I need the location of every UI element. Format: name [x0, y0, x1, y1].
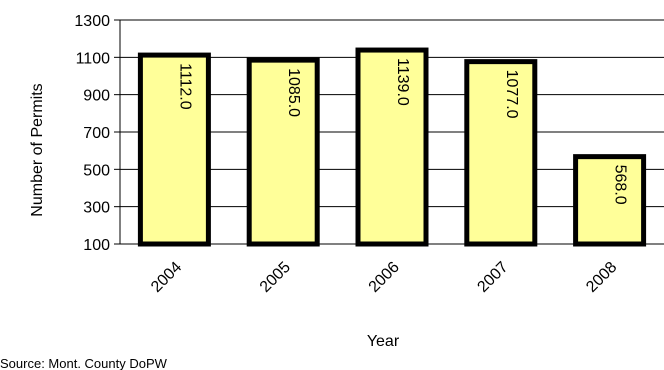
- x-tick-label-2008: 2008: [583, 259, 620, 296]
- data-label-2004: 1112.0: [176, 63, 193, 110]
- y-tick-label: 1300: [74, 13, 110, 30]
- data-label-2006: 1139.0: [394, 58, 411, 106]
- y-tick-label: 900: [83, 88, 110, 105]
- permits-bar-chart: 100 300 500 700 900 1100 1300 2004 2005 2006 2007 2…: [29, 13, 664, 350]
- data-label-2008: 568.0: [612, 165, 629, 205]
- x-axis-title: Year: [367, 333, 400, 350]
- y-tick-label: 700: [83, 125, 110, 142]
- y-axis-title: Number of Permits: [29, 83, 46, 216]
- data-label-2007: 1077.0: [503, 70, 520, 119]
- data-labels: 1112.0 1085.0 1139.0 1077.0 568.0: [176, 58, 628, 205]
- bar-2007: [464, 59, 538, 247]
- x-tick-label-2004: 2004: [148, 259, 185, 296]
- y-tick-label: 500: [83, 162, 110, 179]
- x-tick-label-2005: 2005: [257, 259, 294, 296]
- bars: [137, 47, 647, 247]
- bar-2008: [573, 154, 647, 247]
- y-tick-label: 100: [83, 237, 110, 254]
- bar-2005: [246, 57, 320, 247]
- bar-2004: [137, 52, 211, 247]
- bar-2006: [355, 47, 429, 247]
- source-note: Source: Mont. County DoPW: [0, 356, 167, 370]
- y-tick-label: 300: [83, 200, 110, 217]
- y-tick-label: 1100: [76, 50, 111, 67]
- x-tick-label-2007: 2007: [474, 259, 511, 296]
- data-label-2005: 1085.0: [285, 68, 302, 117]
- x-tick-label-2006: 2006: [366, 259, 403, 296]
